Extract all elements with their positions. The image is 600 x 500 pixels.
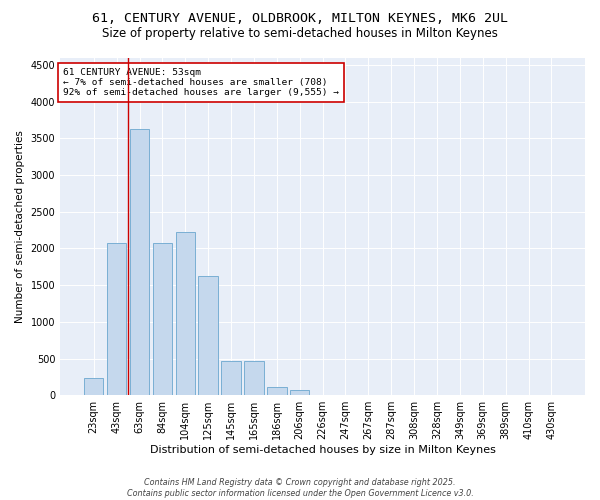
Bar (199, 276, 218, 395)
Bar (267, 387, 287, 395)
Text: 61 CENTURY AVENUE: 53sqm
← 7% of semi-detached houses are smaller (708)
92% of s: 61 CENTURY AVENUE: 53sqm ← 7% of semi-de… (63, 68, 339, 98)
Text: Size of property relative to semi-detached houses in Milton Keynes: Size of property relative to semi-detach… (102, 28, 498, 40)
X-axis label: Distribution of semi-detached houses by size in Milton Keynes: Distribution of semi-detached houses by … (149, 445, 496, 455)
Text: 61, CENTURY AVENUE, OLDBROOK, MILTON KEYNES, MK6 2UL: 61, CENTURY AVENUE, OLDBROOK, MILTON KEY… (92, 12, 508, 26)
Bar (176, 232, 195, 395)
Bar (152, 242, 172, 395)
Bar (221, 362, 241, 395)
Bar (244, 362, 263, 395)
Y-axis label: Number of semi-detached properties: Number of semi-detached properties (15, 130, 25, 323)
Text: Contains HM Land Registry data © Crown copyright and database right 2025.
Contai: Contains HM Land Registry data © Crown c… (127, 478, 473, 498)
Bar (130, 128, 149, 395)
Bar (107, 242, 127, 395)
Bar (84, 378, 103, 395)
Bar (290, 390, 310, 395)
